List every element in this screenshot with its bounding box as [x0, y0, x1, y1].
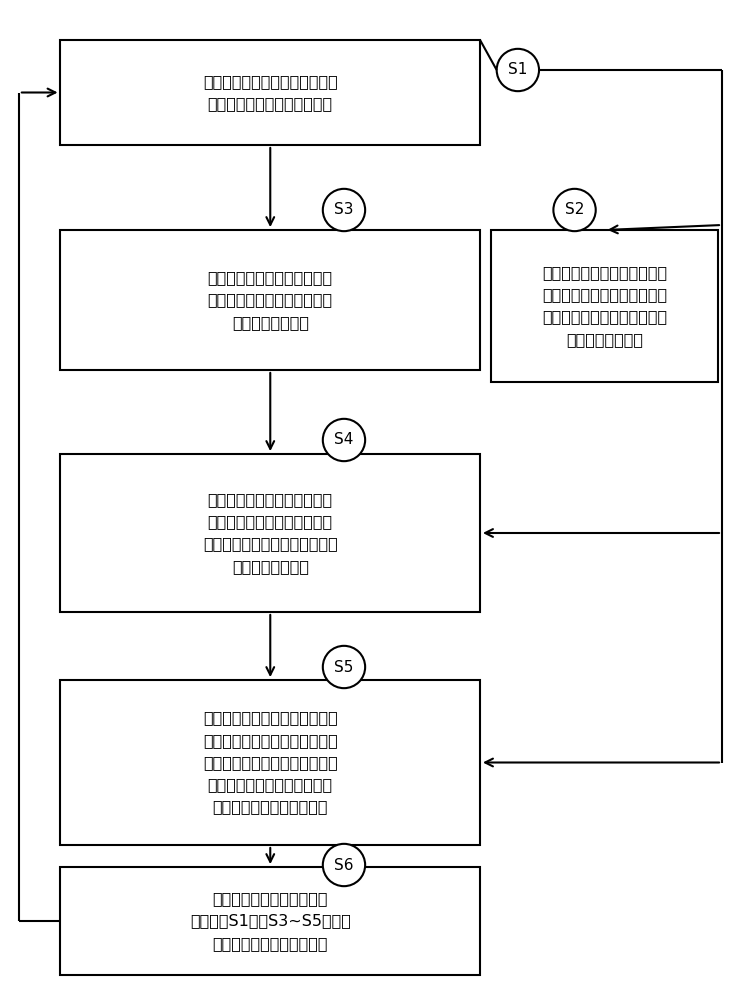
Text: 利用不同人群图像多次迭代
式地进行S1以及S3~S5的训练
过程，直到符合停止的条件: 利用不同人群图像多次迭代 式地进行S1以及S3~S5的训练 过程，直到符合停止的…	[190, 891, 351, 951]
Ellipse shape	[553, 189, 596, 231]
Ellipse shape	[323, 646, 365, 688]
Text: S5: S5	[334, 660, 354, 674]
Ellipse shape	[497, 49, 539, 91]
Bar	[60, 40, 480, 145]
Text: S1: S1	[508, 62, 528, 78]
Bar	[60, 230, 480, 370]
Bar	[491, 230, 718, 382]
Text: S6: S6	[334, 857, 354, 872]
Text: S3: S3	[334, 202, 354, 218]
Bar	[60, 454, 480, 612]
Text: 获取人群图像，利用点注释信息
生成对应的真实的人群密度图: 获取人群图像，利用点注释信息 生成对应的真实的人群密度图	[203, 74, 338, 111]
Ellipse shape	[323, 189, 365, 231]
Bar	[60, 680, 480, 845]
Ellipse shape	[323, 844, 365, 886]
Text: 通过一元知识相似度和成对知识
相关系数，以及估计的人群密度
图与真实的人群密度图和由教师
网络估计的人群密度图，计算
损失，更新学生网络的参数: 通过一元知识相似度和成对知识 相关系数，以及估计的人群密度 图与真实的人群密度图…	[203, 711, 338, 814]
Bar	[60, 867, 480, 975]
Text: 结合来自教师网络的特征，计
算对应学生网络的特征与教师
网络的特征的一元知识相似度和
成对知识相关系数: 结合来自教师网络的特征，计 算对应学生网络的特征与教师 网络的特征的一元知识相似…	[203, 492, 338, 574]
Text: S4: S4	[334, 432, 354, 448]
Text: 将人群图像输入轻量级的学生
网络，提取各层特征，并生成
估计的人群密度图: 将人群图像输入轻量级的学生 网络，提取各层特征，并生成 估计的人群密度图	[208, 270, 333, 330]
Text: S2: S2	[565, 202, 584, 218]
Text: 多次迭代式将不同的人群图像
输入重量级的教师网络进行预
训练，提取各层特征，并生成
估计的人群密度图: 多次迭代式将不同的人群图像 输入重量级的教师网络进行预 训练，提取各层特征，并生…	[542, 265, 668, 347]
Ellipse shape	[323, 419, 365, 461]
